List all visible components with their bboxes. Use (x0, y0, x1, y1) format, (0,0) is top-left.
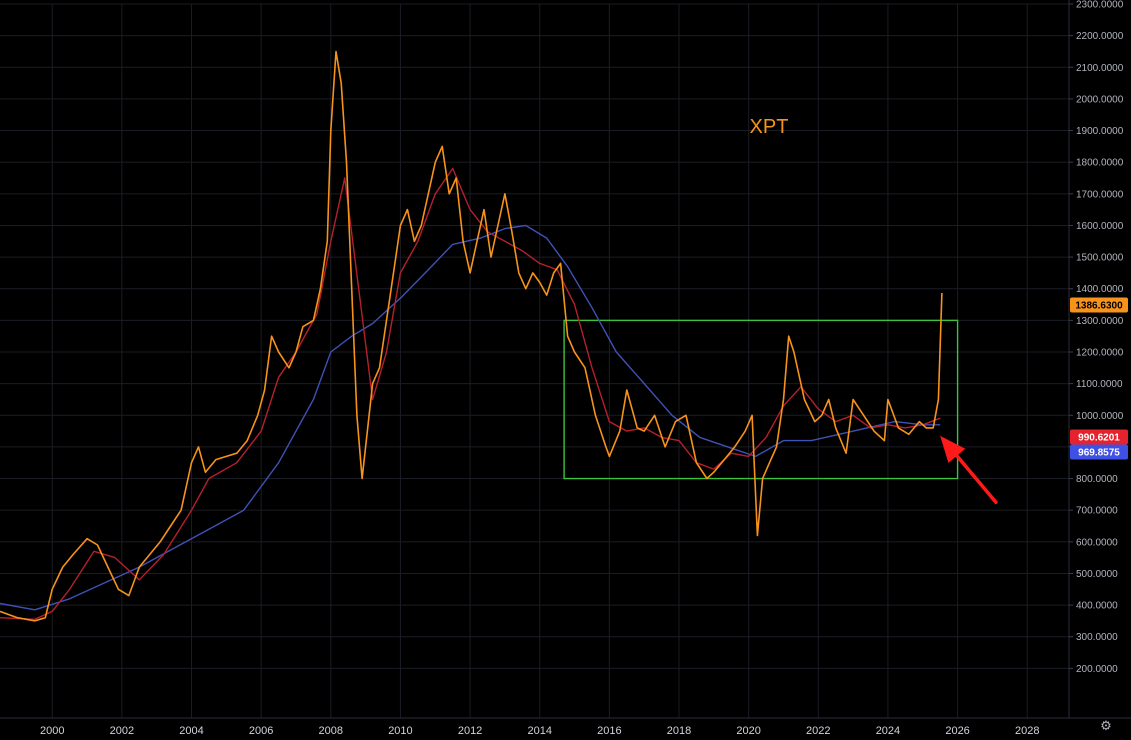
y-tick-label: 500.0000 (1076, 569, 1118, 580)
last-value-labels: 1386.6300 990.6201 969.8575 (1070, 297, 1128, 460)
x-tick-label: 2028 (1015, 725, 1039, 737)
range-box (563, 319, 959, 480)
x-axis[interactable]: 2000 2002 2004 2006 2008 2010 2012 2014 2016 2018… (0, 717, 1131, 737)
y-tick-label: 1500.0000 (1076, 253, 1124, 264)
x-tick-label: 2000 (40, 725, 64, 737)
badge-bg (1070, 429, 1128, 445)
x-tick-label: 2022 (806, 725, 830, 737)
x-tick-label: 2010 (388, 725, 412, 737)
arrow-annotation (940, 435, 998, 505)
x-tick-label: 2020 (736, 725, 760, 737)
arrow-head (940, 435, 966, 463)
settings-gear-icon[interactable]: ⚙ (1100, 719, 1112, 734)
badge-value: 969.8575 (1078, 448, 1120, 459)
x-tick-label: 2004 (179, 725, 203, 737)
y-tick-label: 2100.0000 (1076, 63, 1124, 74)
y-tick-label: 2300.0000 (1076, 0, 1124, 11)
x-tick-label: 2024 (876, 725, 900, 737)
badge-bg (1070, 444, 1128, 460)
x-tick-label: 2016 (597, 725, 621, 737)
x-tick-label: 2018 (667, 725, 691, 737)
y-tick-label: 1100.0000 (1076, 379, 1123, 390)
y-tick-label: 200.0000 (1076, 664, 1118, 675)
y-tick-label: 1400.0000 (1076, 284, 1124, 295)
y-tick-label: 800.0000 (1076, 474, 1118, 485)
y-tick-label: 1700.0000 (1076, 189, 1124, 200)
y-tick-label: 1200.0000 (1076, 348, 1124, 359)
y-tick-label: 600.0000 (1076, 537, 1118, 548)
y-tick-label: 700.0000 (1076, 506, 1118, 517)
x-tick-label: 2002 (110, 725, 134, 737)
x-tick-label: 2008 (319, 725, 343, 737)
x-tick-label: 2026 (945, 725, 969, 737)
chart-title: XPT (750, 116, 789, 138)
last-value-badge: 1386.6300 (1070, 297, 1128, 313)
y-tick-label: 300.0000 (1076, 632, 1118, 643)
y-tick-label: 1900.0000 (1076, 126, 1124, 137)
x-tick-label: 2012 (458, 725, 482, 737)
price-line (0, 50, 943, 622)
badge-value: 1386.6300 (1075, 301, 1123, 312)
last-value-badge: 990.6201 (1070, 429, 1128, 445)
y-axis[interactable]: 200.0000 300.0000 400.0000 500.0000 600.0000… (1068, 0, 1124, 718)
y-tick-label: 1800.0000 (1076, 158, 1124, 169)
x-tick-label: 2014 (527, 725, 551, 737)
y-tick-label: 1600.0000 (1076, 221, 1124, 232)
y-tick-label: 400.0000 (1076, 601, 1118, 612)
y-tick-label: 2200.0000 (1076, 31, 1124, 42)
y-tick-label: 2000.0000 (1076, 94, 1124, 105)
badge-bg (1070, 297, 1128, 313)
last-value-badge: 969.8575 (1070, 444, 1128, 460)
y-tick-label: 1000.0000 (1076, 411, 1124, 422)
badge-value: 990.6201 (1078, 433, 1120, 444)
consolidation-range-box (563, 319, 959, 480)
series-group (0, 50, 943, 622)
arrow-shaft (955, 454, 998, 505)
y-tick-label: 1300.0000 (1076, 316, 1124, 327)
grid-lines (0, 3, 1069, 718)
x-tick-label: 2006 (249, 725, 273, 737)
